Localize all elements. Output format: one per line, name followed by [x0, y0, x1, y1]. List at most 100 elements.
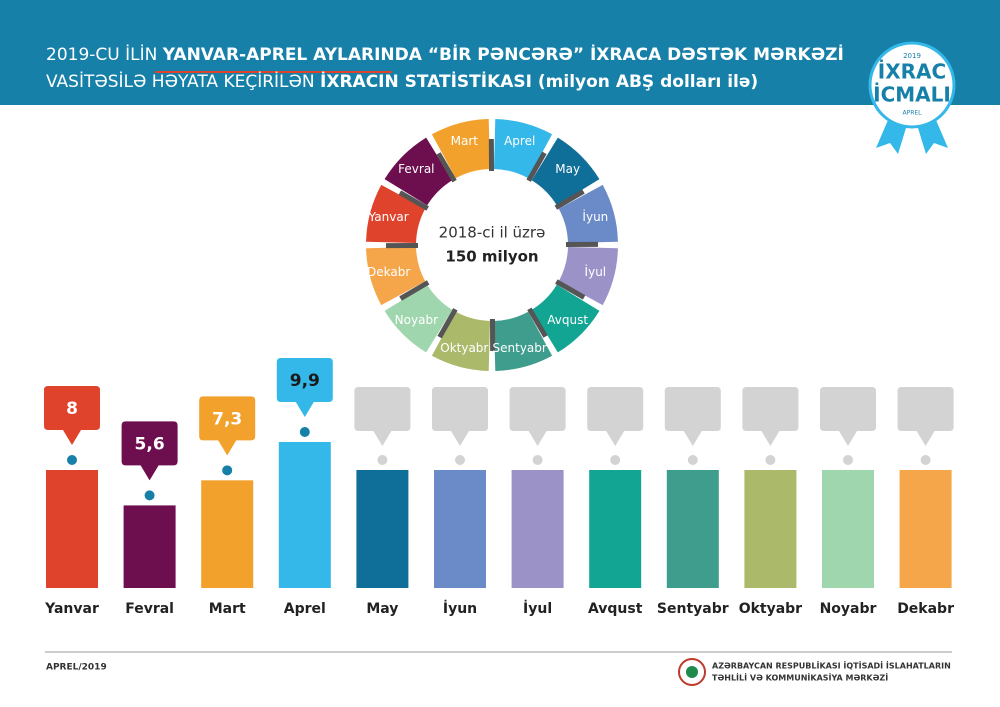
x-tick-label: İyul [523, 600, 552, 617]
empty-callout [897, 387, 954, 446]
ring-segment [431, 311, 491, 371]
title-segment: VASİTƏSİLƏ HƏYATA KEÇİRİLƏN [46, 71, 320, 92]
bar [201, 480, 254, 588]
header-band [0, 0, 1000, 105]
placeholder-bar [744, 470, 797, 588]
ring-label: İyul [585, 264, 607, 279]
bar [123, 505, 176, 588]
ring-label: Dekabr [367, 265, 410, 279]
empty-callout [509, 387, 566, 446]
footer-emblem-core [686, 666, 698, 678]
ring-label: Noyabr [395, 313, 438, 327]
ring-label: Mart [451, 134, 479, 148]
title-segment: 2019-CU İLİN [46, 44, 163, 65]
x-tick-label: May [366, 601, 398, 617]
ring-divider [399, 280, 430, 301]
empty-callout [354, 387, 411, 446]
x-tick-label: İyun [443, 600, 477, 617]
callout-dot [222, 465, 233, 476]
value-label: 5,6 [135, 434, 165, 454]
ring-divider [555, 279, 586, 300]
ring-segment [531, 284, 600, 353]
ring-label: İyun [582, 209, 608, 224]
callout-dot [687, 455, 698, 465]
ring-label: Aprel [504, 134, 535, 148]
value-callout [276, 357, 333, 417]
placeholder-bar [589, 470, 642, 588]
x-tick-label: Aprel [284, 601, 326, 617]
ring-divider [437, 308, 458, 339]
ring-divider [436, 152, 457, 183]
x-tick-label: Avqust [588, 601, 643, 617]
placeholder-bar [666, 470, 719, 588]
ring-segment [493, 311, 553, 371]
title-segment: “BİR PƏNCƏRƏ” İXRACA DƏSTƏK MƏRKƏZİ [422, 43, 844, 65]
value-label: 7,3 [212, 409, 242, 429]
placeholder-bar [822, 470, 874, 588]
ring-segment [558, 246, 618, 306]
callout-dot [532, 455, 543, 465]
value-label: 9,9 [290, 371, 320, 391]
placeholder-bar [511, 470, 564, 588]
badge-month: APREL [902, 110, 922, 117]
title-segment: İXRACIN STATİSTİKASI (milyon ABŞ dolları… [320, 70, 758, 92]
x-tick-label: Noyabr [820, 601, 877, 617]
ring-label: Avqust [547, 313, 588, 327]
ring-center-line2: 150 milyon [445, 248, 538, 266]
ring-label: Oktyabr [440, 341, 488, 355]
ring-segment [384, 137, 453, 206]
ring-label: Yanvar [368, 210, 409, 224]
footer-org-line1: AZƏRBAYCAN RESPUBLİKASI İQTİSADİ İSLAHAT… [712, 661, 951, 671]
ring-label: May [555, 162, 580, 176]
badge: 2019 İXRAC İCMALI APREL [868, 41, 956, 154]
empty-callout [432, 387, 488, 446]
footer-org-line2: TƏHLİLİ VƏ KOMMUNİKASİYA MƏRKƏZİ [712, 673, 888, 683]
ring-segment [384, 284, 453, 353]
ring-divider [398, 190, 429, 211]
callout-dot [610, 455, 621, 465]
ring-center-line1: 2018-ci il üzrə [439, 224, 546, 242]
ring-divider [527, 307, 548, 338]
value-callout [199, 396, 256, 456]
placeholder-bar [356, 470, 409, 588]
callout-dot [67, 455, 77, 465]
callout-dot [455, 455, 465, 465]
placeholder-bar [434, 470, 486, 588]
chart-title-line: 2019-CU İLİN YANVAR-APREL AYLARINDA “BİR… [46, 43, 844, 65]
callout-dot [299, 426, 310, 437]
placeholder-bar [899, 470, 952, 588]
value-callout [44, 386, 100, 445]
ring-segment [431, 119, 491, 179]
value-callout [121, 421, 178, 481]
ring-segment [366, 246, 426, 306]
ring-divider [554, 189, 585, 210]
x-tick-label: Sentyabr [657, 601, 729, 617]
empty-callout [664, 387, 721, 446]
badge-line1: İXRAC [878, 60, 946, 84]
bar [278, 441, 331, 588]
ring-label: Fevral [398, 162, 434, 176]
bar [46, 470, 98, 588]
ring-segment [493, 119, 553, 179]
x-tick-label: Mart [209, 601, 246, 617]
ring-label: Sentyabr [493, 341, 547, 355]
empty-callout [820, 387, 876, 446]
x-tick-label: Fevral [125, 601, 174, 617]
callout-dot [377, 455, 388, 465]
callout-dot [144, 490, 155, 501]
ring-segment [558, 184, 618, 244]
callout-dot [843, 455, 853, 465]
value-label: 8 [66, 399, 78, 419]
title-segment: YANVAR-APREL AYLARINDA [162, 45, 423, 65]
empty-callout [742, 387, 799, 446]
x-tick-label: Dekabr [897, 601, 954, 617]
x-tick-label: Oktyabr [739, 601, 802, 617]
chart-title-line: VASİTƏSİLƏ HƏYATA KEÇİRİLƏN İXRACIN STAT… [46, 70, 758, 92]
ring-divider [526, 151, 547, 182]
callout-dot [920, 455, 931, 465]
callout-dot [765, 455, 776, 465]
empty-callout [587, 387, 644, 446]
footer-date: APREL/2019 [46, 663, 107, 673]
ring-segment [366, 184, 426, 244]
ring-segment [531, 137, 600, 206]
